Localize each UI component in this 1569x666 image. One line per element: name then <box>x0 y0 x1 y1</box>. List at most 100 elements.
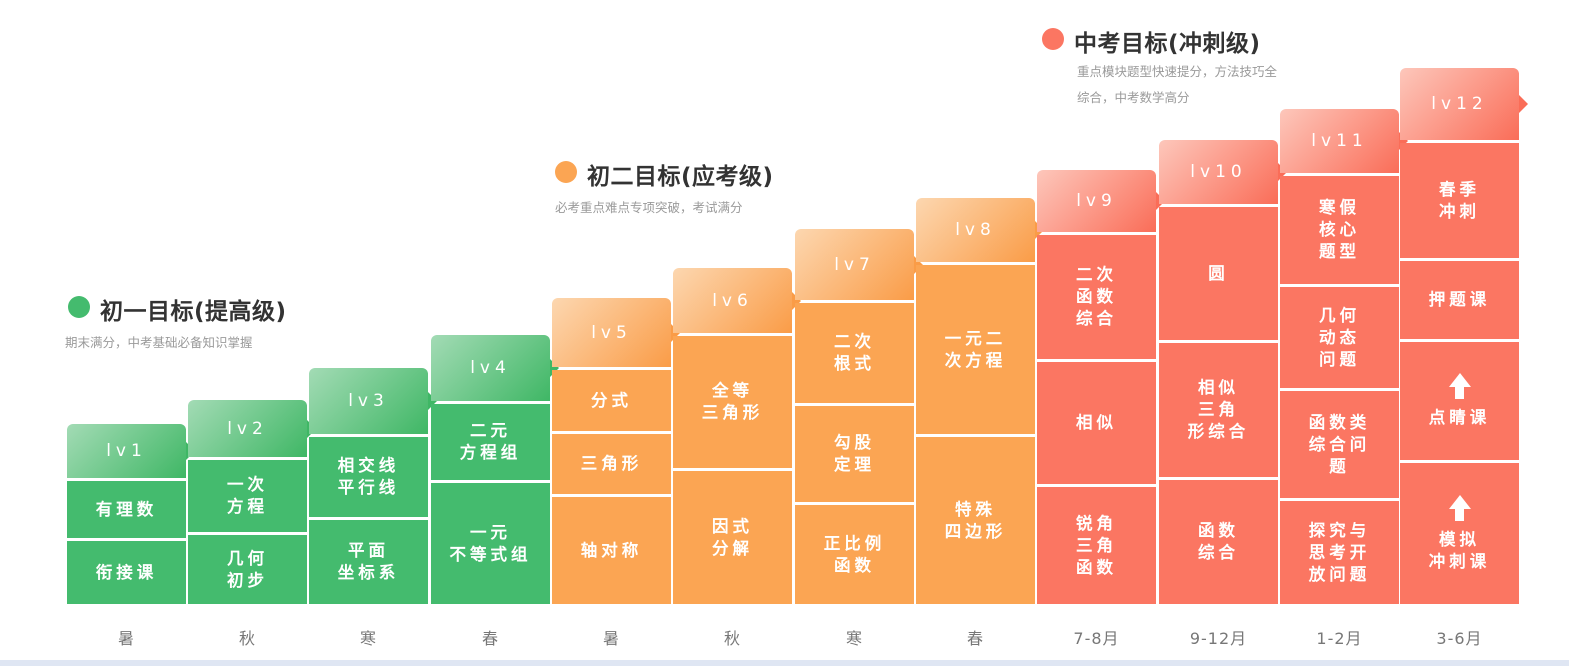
level-label: lv9 <box>1076 191 1117 211</box>
topic-label: 分式 <box>591 390 632 412</box>
topic-label: 三角形 <box>581 453 643 475</box>
topic-cell: 锐角 三角 函数 <box>1037 487 1156 604</box>
up-arrow-icon <box>1449 373 1471 387</box>
topic-label: 相似 <box>1076 412 1117 434</box>
level-header: lv10 <box>1159 140 1278 204</box>
level-label: lv6 <box>712 291 753 311</box>
period-label: 春 <box>431 625 550 649</box>
topic-cell: 春季 冲刺 <box>1400 143 1519 258</box>
topic-label: 平面 坐标系 <box>338 540 400 584</box>
topic-cell: 一元 不等式组 <box>431 483 550 604</box>
level-header: lv2 <box>188 400 307 457</box>
topic-cell: 圆 <box>1159 207 1278 340</box>
period-label: 暑 <box>67 625 186 649</box>
topic-cell: 一次 方程 <box>188 460 307 532</box>
topic-cell: 轴对称 <box>552 497 671 604</box>
level-column-lv5: lv5 分式三角形轴对称暑 <box>552 0 671 666</box>
topic-cell: 衔接课 <box>67 541 186 604</box>
topic-label: 一次 方程 <box>227 474 268 518</box>
period-label: 秋 <box>673 625 792 649</box>
topic-label: 探究与 思考开 放问题 <box>1309 520 1371 586</box>
topic-cell: 相似 三角 形综合 <box>1159 343 1278 477</box>
topic-cell: 正比例 函数 <box>795 505 914 604</box>
topic-label: 二次 根式 <box>834 331 875 375</box>
level-column-lv8: lv8 一元二 次方程 特殊 四边形春 <box>916 0 1035 666</box>
topic-label: 圆 <box>1208 263 1229 285</box>
level-label: lv1 <box>106 441 147 461</box>
level-column-lv7: lv7 二次 根式勾股 定理正比例 函数寒 <box>795 0 914 666</box>
header-arrow-icon <box>1519 95 1528 113</box>
up-arrow-stem <box>1455 509 1464 521</box>
topic-cell: 二次 函数 综合 <box>1037 235 1156 359</box>
topic-cell: 寒假 核心 题型 <box>1280 176 1399 284</box>
topic-label: 函数 综合 <box>1198 520 1239 564</box>
topic-label: 模拟 冲刺课 <box>1429 529 1491 573</box>
topic-cell: 几何 初步 <box>188 535 307 604</box>
topic-label: 勾股 定理 <box>834 432 875 476</box>
topic-cell: 平面 坐标系 <box>309 520 428 604</box>
topic-label: 相交线 平行线 <box>338 455 400 499</box>
topic-label: 二元 方程组 <box>460 420 522 464</box>
period-label: 秋 <box>188 625 307 649</box>
level-column-lv12: lv12 春季 冲刺 押题课 点睛课 模拟 冲刺课 3-6月 <box>1400 0 1519 666</box>
topic-cell: 全等 三角形 <box>673 336 792 468</box>
topic-label: 全等 三角形 <box>702 380 764 424</box>
level-header: lv4 <box>431 335 550 401</box>
level-column-lv2: lv2 一次 方程几何 初步秋 <box>188 0 307 666</box>
topic-label: 几何 初步 <box>227 548 268 592</box>
level-label: lv10 <box>1190 162 1246 182</box>
topic-label: 正比例 函数 <box>824 533 886 577</box>
topic-label: 点睛课 <box>1429 407 1491 429</box>
topic-cell: 二次 根式 <box>795 303 914 403</box>
level-label: lv3 <box>348 391 389 411</box>
level-label: lv8 <box>955 220 996 240</box>
topic-label: 一元 不等式组 <box>450 522 532 566</box>
level-label: lv7 <box>834 255 875 275</box>
topic-cell: 几何 动态 问题 <box>1280 287 1399 388</box>
level-header: lv7 <box>795 229 914 300</box>
period-label: 1-2月 <box>1280 625 1399 649</box>
period-label: 7-8月 <box>1037 625 1156 649</box>
topic-label: 衔接课 <box>96 562 158 584</box>
topic-cell: 一元二 次方程 <box>916 265 1035 434</box>
level-label: lv4 <box>470 358 511 378</box>
topic-label: 特殊 四边形 <box>945 499 1007 543</box>
period-label: 寒 <box>309 625 428 649</box>
level-label: lv11 <box>1311 131 1367 151</box>
bottom-divider <box>0 660 1569 666</box>
topic-label: 一元二 次方程 <box>945 328 1007 372</box>
topic-cell: 探究与 思考开 放问题 <box>1280 501 1399 604</box>
topic-label: 押题课 <box>1429 289 1491 311</box>
topic-cell: 分式 <box>552 370 671 431</box>
level-label: lv12 <box>1431 94 1487 114</box>
topic-label: 有理数 <box>96 499 158 521</box>
level-column-lv3: lv3 相交线 平行线 平面 坐标系寒 <box>309 0 428 666</box>
level-header: lv5 <box>552 298 671 367</box>
period-label: 寒 <box>795 625 914 649</box>
level-column-lv11: lv11 寒假 核心 题型 几何 动态 问题 函数类 综合问 题探究与 思考开 放问题… <box>1280 0 1399 666</box>
topic-label: 春季 冲刺 <box>1439 179 1480 223</box>
period-label: 暑 <box>552 625 671 649</box>
level-column-lv9: lv9 二次 函数 综合相似锐角 三角 函数 7-8月 <box>1037 0 1156 666</box>
topic-cell: 函数类 综合问 题 <box>1280 391 1399 498</box>
up-arrow-icon <box>1449 495 1471 509</box>
level-header: lv6 <box>673 268 792 333</box>
level-column-lv6: lv6 全等 三角形 因式 分解秋 <box>673 0 792 666</box>
topic-cell: 函数 综合 <box>1159 480 1278 604</box>
topic-label: 因式 分解 <box>712 516 753 560</box>
period-label: 9-12月 <box>1159 625 1278 649</box>
level-header: lv11 <box>1280 109 1399 173</box>
topic-cell: 押题课 <box>1400 261 1519 339</box>
level-header: lv12 <box>1400 68 1519 140</box>
topic-label: 锐角 三角 函数 <box>1076 513 1117 579</box>
up-arrow-stem <box>1455 387 1464 399</box>
level-column-lv1: lv1 有理数衔接课暑 <box>67 0 186 666</box>
topic-cell: 点睛课 <box>1400 342 1519 460</box>
level-header: lv3 <box>309 368 428 434</box>
topic-label: 轴对称 <box>581 540 643 562</box>
topic-cell: 有理数 <box>67 481 186 538</box>
topic-cell: 特殊 四边形 <box>916 437 1035 604</box>
period-label: 春 <box>916 625 1035 649</box>
topic-cell: 相似 <box>1037 362 1156 484</box>
